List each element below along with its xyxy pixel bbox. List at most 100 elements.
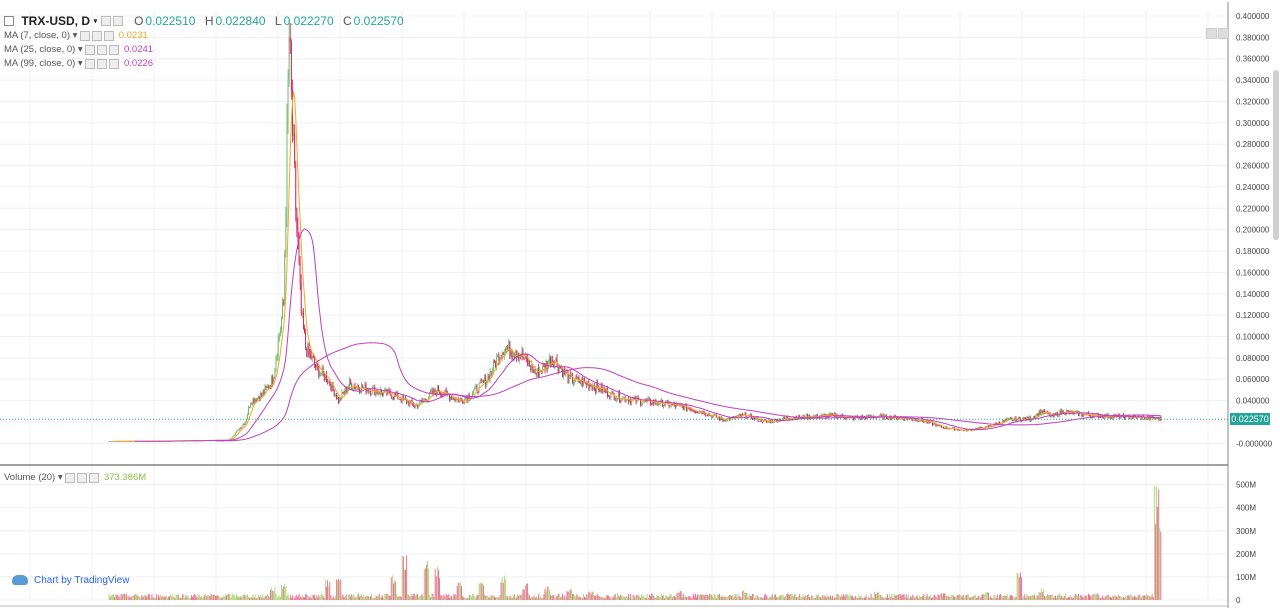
symbol-label[interactable]: TRX-USD, D bbox=[21, 13, 91, 28]
volume-bar bbox=[116, 595, 118, 600]
gear-icon[interactable] bbox=[97, 44, 108, 55]
gear-icon[interactable] bbox=[92, 30, 103, 41]
volume-bar bbox=[331, 598, 333, 600]
volume-bar bbox=[386, 593, 388, 600]
candle-body bbox=[541, 370, 543, 373]
volume-label[interactable]: Volume (20) bbox=[4, 472, 56, 483]
candle-body bbox=[263, 391, 265, 394]
eye-icon[interactable] bbox=[85, 58, 96, 69]
candle-body bbox=[649, 399, 651, 405]
price-tick-label: 0.260000 bbox=[1236, 162, 1270, 171]
volume-bar bbox=[646, 593, 648, 600]
volume-bar bbox=[163, 597, 165, 600]
volume-bar bbox=[592, 591, 594, 600]
pane-buttons[interactable] bbox=[1206, 26, 1230, 44]
ma99-label[interactable]: MA (99, close, 0) bbox=[4, 58, 76, 69]
volume-bar bbox=[714, 595, 716, 600]
volume-bar bbox=[221, 597, 223, 600]
ma25-legend[interactable]: MA (25, close, 0) ▾ 0.0241 bbox=[4, 44, 153, 55]
close-icon[interactable] bbox=[109, 58, 120, 69]
volume-bar bbox=[1101, 597, 1103, 600]
candle-body bbox=[512, 356, 514, 358]
collapse-icon[interactable] bbox=[4, 15, 14, 26]
volume-legend[interactable]: Volume (20) ▾ 373.386M bbox=[4, 472, 146, 483]
eye-icon[interactable] bbox=[85, 44, 96, 55]
volume-bar bbox=[829, 595, 831, 600]
settings-icon[interactable] bbox=[100, 15, 111, 26]
ma25-label[interactable]: MA (25, close, 0) bbox=[4, 44, 76, 55]
volume-bar bbox=[1154, 523, 1156, 600]
volume-bar bbox=[477, 594, 479, 600]
dropdown-caret-icon[interactable]: ▾ bbox=[77, 44, 83, 55]
close-icon[interactable] bbox=[109, 44, 120, 55]
candle-body bbox=[383, 391, 385, 396]
volume-bar bbox=[959, 594, 961, 600]
volume-bar bbox=[321, 593, 323, 600]
scrollbar-thumb[interactable] bbox=[1273, 70, 1279, 240]
volume-bar bbox=[451, 595, 453, 600]
volume-bar bbox=[1129, 594, 1131, 600]
candle-body bbox=[232, 435, 234, 438]
candle-body bbox=[422, 400, 424, 401]
volume-bar bbox=[735, 594, 737, 600]
volume-bar bbox=[943, 593, 944, 600]
ma7-label[interactable]: MA (7, close, 0) bbox=[4, 30, 70, 41]
volume-bar bbox=[693, 595, 695, 600]
candle-body bbox=[253, 398, 255, 403]
ma99-legend[interactable]: MA (99, close, 0) ▾ 0.0226 bbox=[4, 58, 153, 69]
dropdown-caret-icon[interactable]: ▾ bbox=[77, 58, 83, 69]
volume-bar bbox=[164, 596, 166, 600]
volume-bar bbox=[322, 595, 324, 600]
volume-bar bbox=[904, 596, 906, 600]
candle-body bbox=[503, 351, 505, 355]
volume-bar bbox=[1143, 595, 1145, 600]
candle-body bbox=[755, 418, 757, 420]
candle-body bbox=[588, 382, 590, 389]
volume-bar bbox=[475, 597, 477, 600]
volume-bar bbox=[1083, 596, 1085, 600]
volume-bar bbox=[834, 597, 836, 600]
candle-body bbox=[1056, 412, 1058, 415]
volume-bar bbox=[1112, 595, 1114, 600]
ma7-legend[interactable]: MA (7, close, 0) ▾ 0.0231 bbox=[4, 30, 148, 41]
volume-bar bbox=[137, 595, 139, 600]
candle-body bbox=[764, 419, 765, 421]
symbol-legend[interactable]: TRX-USD, D ▾ O 0.022510 H 0.022840 L 0.0222… bbox=[4, 13, 404, 28]
close-icon[interactable] bbox=[104, 30, 115, 41]
candle-body bbox=[945, 426, 947, 429]
volume-bar bbox=[798, 595, 800, 600]
eye-icon[interactable] bbox=[65, 472, 76, 483]
candle-body bbox=[608, 396, 610, 398]
arrow-down-icon[interactable] bbox=[1218, 28, 1229, 39]
volume-bar bbox=[228, 593, 230, 600]
gear-icon[interactable] bbox=[97, 58, 108, 69]
dropdown-caret-icon[interactable]: ▾ bbox=[57, 472, 63, 483]
volume-bar bbox=[871, 596, 873, 600]
tradingview-attribution[interactable]: Chart by TradingView bbox=[12, 575, 129, 586]
volume-bar bbox=[711, 594, 713, 600]
candle-body bbox=[576, 376, 578, 379]
volume-bar bbox=[946, 595, 948, 600]
volume-bar bbox=[313, 594, 315, 600]
candle-body bbox=[561, 368, 562, 370]
volume-bar bbox=[188, 597, 190, 600]
volume-bar bbox=[432, 593, 434, 600]
volume-bar bbox=[463, 597, 465, 600]
gear-icon[interactable] bbox=[77, 472, 88, 483]
close-icon[interactable] bbox=[89, 472, 100, 483]
volume-bar bbox=[468, 594, 470, 600]
volume-bar bbox=[487, 595, 489, 600]
candle-body bbox=[446, 391, 448, 394]
volume-bar bbox=[688, 596, 690, 600]
eye-icon[interactable] bbox=[80, 30, 91, 41]
attribution-text[interactable]: Chart by TradingView bbox=[34, 575, 130, 586]
candle-body bbox=[109, 441, 111, 442]
dropdown-caret-icon[interactable]: ▾ bbox=[72, 30, 78, 41]
settings-icon-2[interactable] bbox=[112, 15, 123, 26]
dropdown-caret-icon[interactable]: ▾ bbox=[93, 16, 98, 26]
volume-bar bbox=[431, 593, 433, 600]
volume-bar bbox=[604, 597, 606, 600]
arrow-up-icon[interactable] bbox=[1206, 28, 1217, 39]
volume-bar bbox=[992, 598, 994, 600]
